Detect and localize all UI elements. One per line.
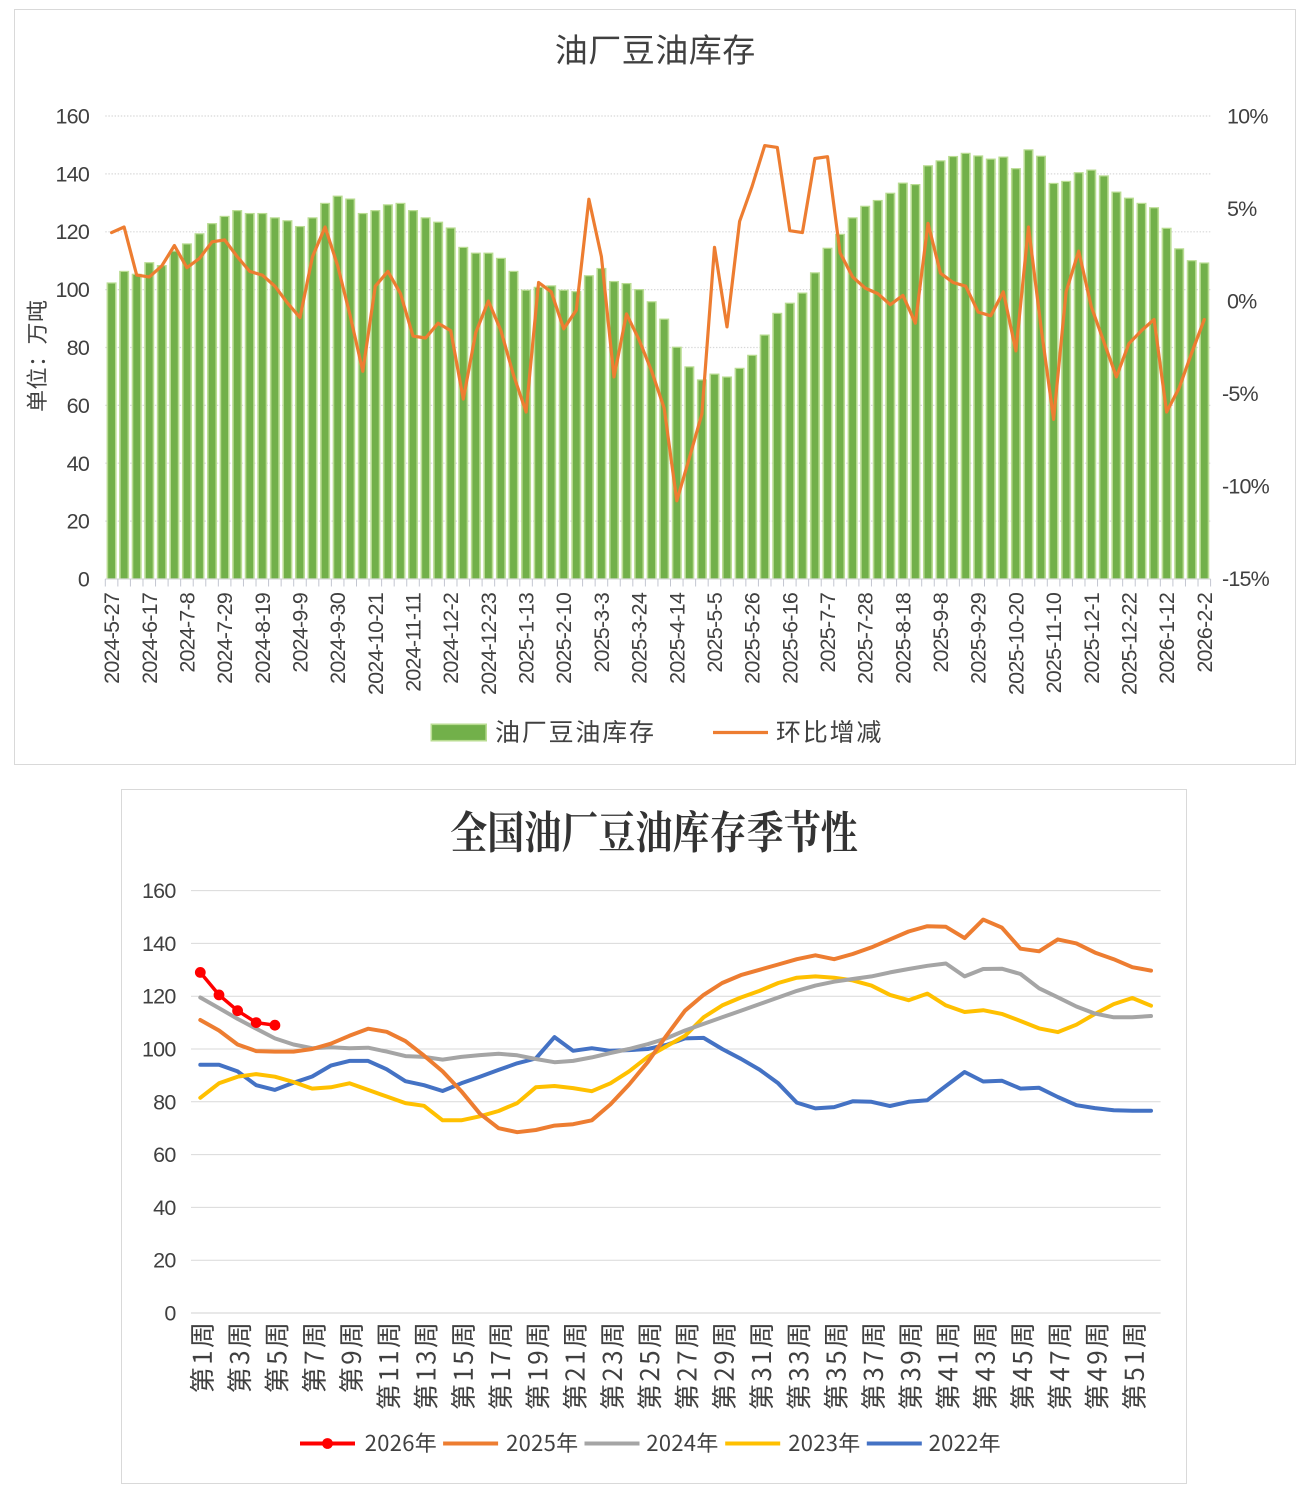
- svg-text:5%: 5%: [1227, 197, 1257, 221]
- svg-text:160: 160: [142, 879, 176, 903]
- svg-text:60: 60: [67, 394, 90, 418]
- svg-text:2024-5-27: 2024-5-27: [100, 593, 124, 684]
- svg-text:2025-9-29: 2025-9-29: [967, 593, 991, 684]
- svg-text:120: 120: [142, 985, 176, 1009]
- svg-text:100: 100: [142, 1038, 176, 1062]
- svg-text:0: 0: [78, 568, 90, 592]
- svg-text:2025-7-28: 2025-7-28: [854, 592, 878, 684]
- svg-text:2025-2-10: 2025-2-10: [552, 592, 576, 684]
- svg-text:40: 40: [67, 452, 90, 476]
- svg-text:2024-9-30: 2024-9-30: [326, 592, 350, 684]
- svg-text:2025-3-24: 2025-3-24: [628, 592, 652, 684]
- svg-text:140: 140: [142, 932, 176, 956]
- svg-text:2025-3-3: 2025-3-3: [590, 592, 614, 673]
- svg-text:2024-10-21: 2024-10-21: [364, 593, 388, 695]
- svg-text:10%: 10%: [1227, 105, 1268, 129]
- svg-text:2025-12-22: 2025-12-22: [1117, 593, 1141, 695]
- svg-text:80: 80: [67, 336, 90, 360]
- svg-text:2025-5-5: 2025-5-5: [703, 592, 727, 673]
- svg-text:2025-5-26: 2025-5-26: [741, 592, 765, 684]
- svg-text:2025-10-20: 2025-10-20: [1004, 592, 1028, 695]
- svg-text:160: 160: [56, 105, 90, 129]
- svg-text:120: 120: [56, 220, 90, 244]
- svg-text:-5%: -5%: [1222, 382, 1259, 406]
- svg-text:2025-8-18: 2025-8-18: [891, 592, 915, 684]
- svg-text:2026-1-12: 2026-1-12: [1155, 593, 1179, 684]
- svg-text:2025-1-13: 2025-1-13: [515, 592, 539, 684]
- svg-text:100: 100: [56, 278, 90, 302]
- svg-text:0%: 0%: [1227, 290, 1257, 314]
- svg-text:-10%: -10%: [1222, 475, 1270, 499]
- svg-text:20: 20: [67, 510, 90, 534]
- svg-text:2025-7-7: 2025-7-7: [816, 593, 840, 673]
- svg-text:20: 20: [153, 1249, 176, 1273]
- svg-text:-15%: -15%: [1222, 567, 1270, 591]
- svg-text:2024-12-2: 2024-12-2: [439, 593, 463, 684]
- svg-text:60: 60: [153, 1143, 176, 1167]
- svg-text:2024-8-19: 2024-8-19: [251, 593, 275, 684]
- svg-text:2024-12-23: 2024-12-23: [477, 592, 501, 695]
- svg-text:2024-7-8: 2024-7-8: [175, 592, 199, 673]
- svg-text:2024-6-17: 2024-6-17: [138, 593, 162, 684]
- svg-text:40: 40: [153, 1196, 176, 1220]
- svg-text:2025-9-8: 2025-9-8: [929, 592, 953, 673]
- svg-text:2026-2-2: 2026-2-2: [1193, 593, 1217, 673]
- svg-text:0: 0: [164, 1302, 176, 1326]
- svg-text:140: 140: [56, 162, 90, 186]
- svg-text:2024-9-9: 2024-9-9: [289, 593, 313, 673]
- svg-text:2024-11-11: 2024-11-11: [402, 593, 426, 692]
- svg-text:2024-7-29: 2024-7-29: [213, 593, 237, 684]
- svg-text:2025-11-10: 2025-11-10: [1042, 592, 1066, 693]
- svg-text:2025-12-1: 2025-12-1: [1080, 593, 1104, 684]
- svg-text:2025-6-16: 2025-6-16: [778, 592, 802, 684]
- svg-text:80: 80: [153, 1090, 176, 1114]
- svg-text:2025-4-14: 2025-4-14: [665, 592, 689, 684]
